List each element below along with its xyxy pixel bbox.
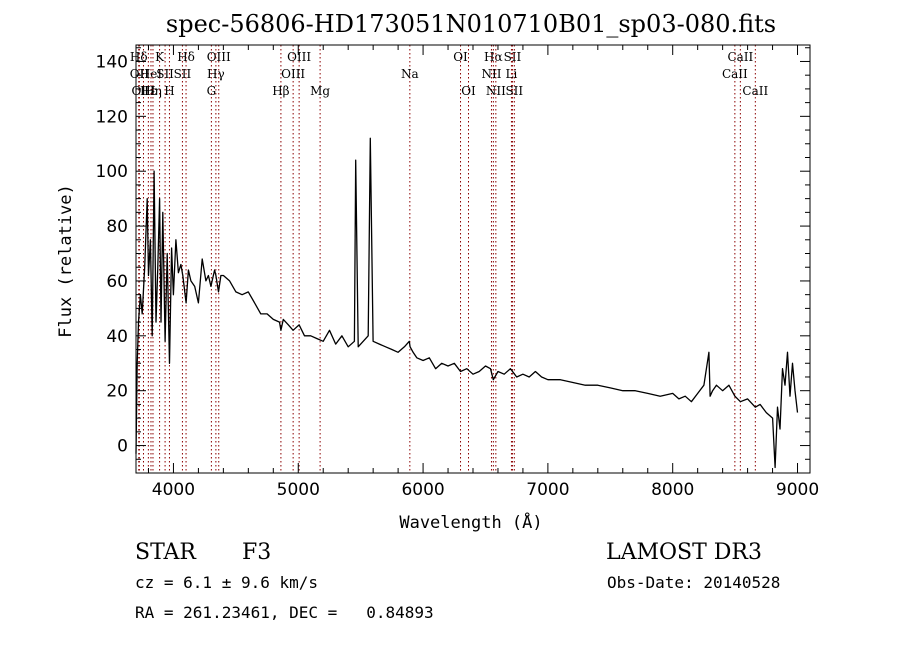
line-marker-label: SII	[505, 84, 523, 98]
line-marker-label: Li	[506, 67, 518, 81]
y-tick-label: 60	[106, 272, 128, 292]
x-tick-label: 8000	[651, 480, 694, 500]
x-tick-label: 6000	[401, 480, 444, 500]
y-tick-label: 140	[96, 52, 128, 72]
line-marker-label: H	[164, 84, 174, 98]
x-tick-label: 4000	[152, 480, 195, 500]
survey-name: LAMOST DR3	[606, 540, 762, 565]
y-axis-label: Flux (relative)	[56, 184, 76, 338]
line-marker-label: OI	[453, 50, 468, 64]
x-tick-label: 7000	[526, 480, 569, 500]
y-tick-label: 120	[96, 107, 128, 127]
line-marker-label: Hδ	[177, 50, 195, 64]
line-marker-label: OIII	[131, 84, 155, 98]
plot-frame	[135, 44, 811, 474]
line-marker-label: CaII	[742, 84, 768, 98]
object-subclass: F3	[242, 540, 272, 565]
chart-title: spec-56806-HD173051N010710B01_sp03-080.f…	[166, 10, 776, 38]
coordinates: RA = 261.23461, DEC = 0.84893	[135, 603, 434, 622]
x-tick-label: 9000	[776, 480, 819, 500]
line-marker-label: Hη	[144, 84, 162, 98]
line-marker-label: Mg	[310, 84, 330, 98]
y-tick-label: 0	[117, 437, 128, 457]
line-marker-label: OIII	[207, 50, 231, 64]
y-tick-label: 80	[106, 217, 128, 237]
line-marker-label: SII	[156, 67, 174, 81]
line-marker-label: SII	[504, 50, 522, 64]
x-tick-label: 5000	[277, 480, 320, 500]
line-marker-label: CaII	[722, 67, 748, 81]
axes: 4000 5000 6000 7000 8000 9000 0 20 40 60 80 100 120 1…	[96, 45, 819, 500]
line-marker-label: G	[207, 84, 217, 98]
flux-series-line	[135, 137, 799, 469]
line-marker-label: OIII	[281, 67, 305, 81]
line-marker-label: Hβ	[272, 84, 289, 98]
obs-date: Obs-Date: 20140528	[607, 573, 781, 592]
line-marker-label: NII	[481, 67, 501, 81]
y-tick-label: 100	[96, 162, 128, 182]
line-marker-label: OII	[130, 67, 150, 81]
line-marker-label: HeI	[140, 67, 163, 81]
line-marker-label: NII	[486, 84, 506, 98]
x-axis-label: Wavelength (Å)	[399, 511, 542, 533]
line-marker-label: Hγ	[207, 67, 225, 81]
y-tick-label: 40	[106, 327, 128, 347]
line-marker-label: Na	[401, 67, 419, 81]
line-marker-label: OI	[461, 84, 476, 98]
line-marker-label: OIII	[287, 50, 311, 64]
line-marker-label: Hα	[484, 50, 503, 64]
y-tick-label: 20	[106, 382, 128, 402]
line-marker-label: SII	[174, 67, 192, 81]
line-marker-label: CaII	[727, 50, 753, 64]
redshift-text: cz = 6.1 ± 9.6 km/s	[135, 573, 319, 592]
object-class: STAR	[135, 540, 196, 565]
line-marker-label: K	[155, 50, 165, 64]
